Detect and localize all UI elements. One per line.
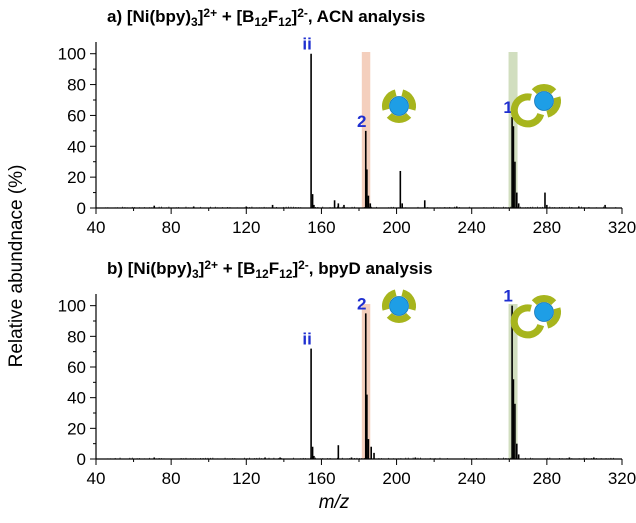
panel-title-part: 12 (279, 267, 293, 281)
cage-core (389, 96, 409, 116)
panel-a-spectrum: 0 20 40 60 80 100 40 80 120 160 200 240 280 320 ii 2 1 a)… (58, 6, 636, 237)
y-tick-label: 80 (67, 327, 86, 346)
panel-title-part: ] (292, 7, 298, 26)
x-tick-label: 160 (307, 218, 335, 237)
panel-title-part: 2+ (204, 258, 218, 272)
panel-title-part: 12 (255, 267, 269, 281)
panel-title-part: ] (198, 7, 204, 26)
y-tick-label: 20 (67, 419, 86, 438)
x-tick-label: 120 (232, 218, 260, 237)
cage-ring-segment (531, 295, 557, 306)
panel-title-part: a) [Ni(bpy) (107, 7, 191, 26)
cage-ring-segment (546, 307, 561, 329)
panel-title-part: b) [Ni(bpy) (107, 259, 192, 278)
panel-title-part: 2- (298, 258, 309, 272)
cage-ring-segment (386, 112, 412, 123)
peak-label: ii (302, 35, 311, 54)
x-tick-label: 240 (458, 469, 486, 488)
x-axis-title: m/z (319, 492, 350, 513)
cage-ring-segment (546, 96, 561, 118)
y-tick-label: 40 (67, 389, 86, 408)
cage-ring-segment (382, 89, 397, 111)
y-tick-label: 100 (58, 45, 86, 64)
cage-complex-icon (382, 289, 416, 323)
x-tick-label: 200 (382, 218, 410, 237)
y-axis-title: Relative abundnace (%) (6, 165, 27, 368)
panel-title-part: , bpyD analysis (309, 259, 433, 278)
peak-label: 2 (357, 294, 366, 313)
panel-title-part: F (268, 7, 278, 26)
panel-title-part: + [B (218, 259, 255, 278)
x-tick-label: 320 (608, 469, 636, 488)
y-tick-label: 20 (67, 168, 86, 187)
cage-ring-segment (401, 89, 416, 111)
cage-ring-segment (401, 289, 416, 311)
highlight-band-orange (361, 52, 371, 208)
cage-complex-icon (382, 89, 416, 123)
panel-title-part: F (269, 259, 279, 278)
panel-title-part: 2- (297, 6, 308, 20)
cage-ring-segment (382, 289, 397, 311)
cage-complex-icon (510, 295, 561, 339)
x-tick-label: 40 (87, 469, 106, 488)
panel-title-part: 12 (278, 15, 292, 29)
x-tick-label: 40 (87, 218, 106, 237)
x-tick-label: 320 (608, 218, 636, 237)
x-tick-label: 80 (162, 218, 181, 237)
peak-label: 1 (503, 287, 512, 306)
panel-title-part: 12 (254, 15, 268, 29)
cage-core (534, 302, 554, 322)
panel-title-part: 3 (191, 15, 198, 29)
y-tick-label: 100 (58, 297, 86, 316)
x-tick-label: 240 (458, 218, 486, 237)
panel-title: b) [Ni(bpy)3]2+ + [B12F12]2-, bpyD analy… (107, 258, 433, 281)
y-tick-label: 60 (67, 358, 86, 377)
panel-title: a) [Ni(bpy)3]2+ + [B12F12]2-, ACN analys… (107, 6, 425, 29)
x-tick-label: 80 (162, 469, 181, 488)
panel-title-part: ] (292, 259, 298, 278)
cage-ring-segment (510, 304, 545, 339)
panel-b-spectrum: 0 20 40 60 80 100 40 80 120 160 200 240 280 320 ii 2 1 b)… (58, 258, 636, 488)
y-tick-label: 0 (77, 450, 86, 469)
y-tick-label: 40 (67, 137, 86, 156)
x-tick-label: 280 (533, 218, 561, 237)
y-tick-label: 0 (77, 199, 86, 218)
panel-title-part: , ACN analysis (308, 7, 425, 26)
x-tick-label: 120 (232, 469, 260, 488)
peak-label: ii (302, 330, 311, 349)
cage-core (389, 296, 409, 316)
cage-ring-segment (386, 312, 412, 323)
x-tick-label: 160 (307, 469, 335, 488)
panel-title-part: 2+ (203, 6, 217, 20)
x-tick-label: 280 (533, 469, 561, 488)
x-tick-label: 200 (382, 469, 410, 488)
cage-complex-icon (510, 84, 561, 128)
panel-title-part: + [B (217, 7, 254, 26)
cage-ring-segment (531, 84, 557, 95)
cage-ring-segment (510, 93, 545, 128)
panel-title-part: 3 (192, 267, 199, 281)
y-tick-label: 60 (67, 106, 86, 125)
y-tick-label: 80 (67, 76, 86, 95)
peak-label: 2 (357, 112, 366, 131)
cage-core (534, 91, 554, 111)
panel-title-part: ] (199, 259, 205, 278)
peak-label: 1 (503, 98, 512, 117)
